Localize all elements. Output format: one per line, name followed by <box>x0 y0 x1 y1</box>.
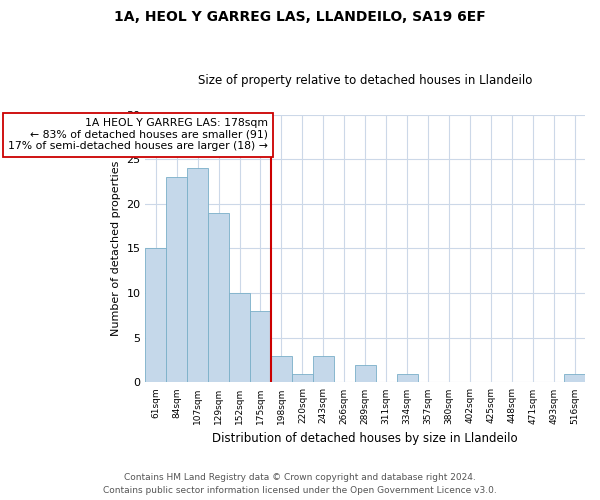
Bar <box>166 177 187 382</box>
Text: 1A, HEOL Y GARREG LAS, LLANDEILO, SA19 6EF: 1A, HEOL Y GARREG LAS, LLANDEILO, SA19 6… <box>114 10 486 24</box>
Bar <box>397 374 418 382</box>
Bar <box>229 293 250 382</box>
Text: 1A HEOL Y GARREG LAS: 178sqm
← 83% of detached houses are smaller (91)
17% of se: 1A HEOL Y GARREG LAS: 178sqm ← 83% of de… <box>8 118 268 152</box>
Title: Size of property relative to detached houses in Llandeilo: Size of property relative to detached ho… <box>198 74 532 87</box>
Bar <box>292 374 313 382</box>
Bar <box>145 248 166 382</box>
Bar <box>208 213 229 382</box>
Bar <box>187 168 208 382</box>
Bar <box>313 356 334 382</box>
Bar <box>271 356 292 382</box>
X-axis label: Distribution of detached houses by size in Llandeilo: Distribution of detached houses by size … <box>212 432 518 445</box>
Bar <box>564 374 585 382</box>
Bar <box>250 311 271 382</box>
Y-axis label: Number of detached properties: Number of detached properties <box>111 161 121 336</box>
Bar <box>355 364 376 382</box>
Text: Contains HM Land Registry data © Crown copyright and database right 2024.
Contai: Contains HM Land Registry data © Crown c… <box>103 473 497 495</box>
